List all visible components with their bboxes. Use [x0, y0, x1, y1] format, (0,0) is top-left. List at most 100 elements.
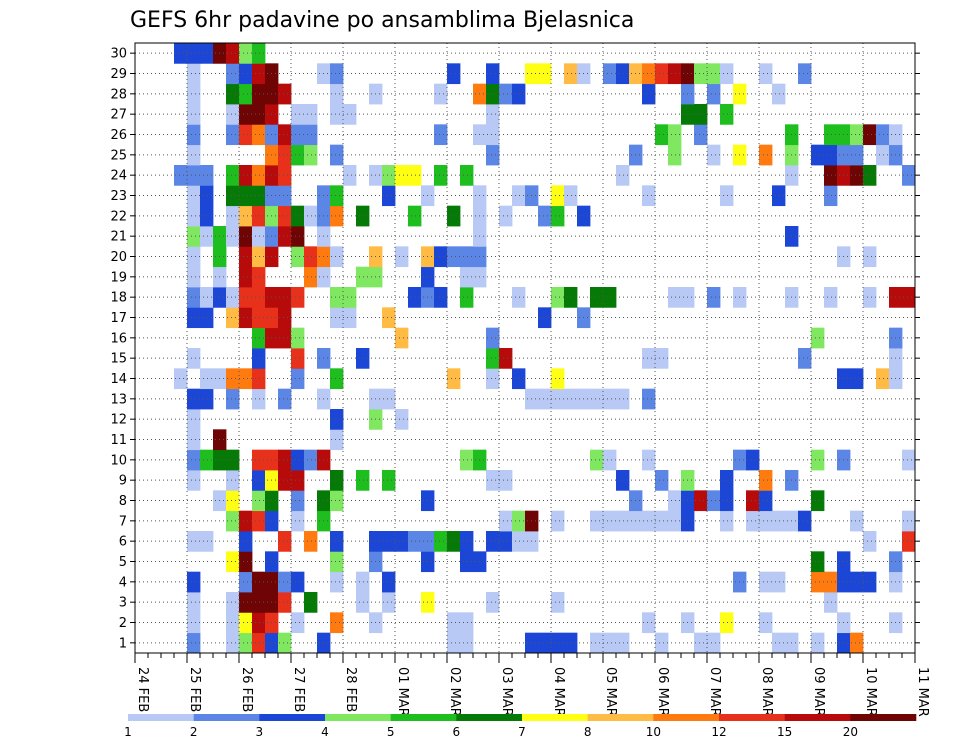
heatmap-cell [330, 612, 344, 634]
heatmap-cell [408, 165, 422, 186]
heatmap-cell [291, 368, 305, 390]
heatmap-cell [668, 490, 682, 512]
heatmap-cell [759, 490, 773, 512]
heatmap-cell [382, 185, 396, 207]
x-tick-label: 02 MAR [447, 667, 462, 717]
heatmap-cell [772, 83, 786, 105]
heatmap-cell [824, 165, 838, 186]
colorbar-label: 6 [453, 725, 461, 739]
heatmap-cell [382, 592, 396, 613]
heatmap-cell [226, 83, 240, 105]
heatmap-cell [590, 510, 604, 532]
heatmap-cell [447, 531, 461, 552]
heatmap-cell [187, 83, 201, 105]
heatmap-cell [460, 266, 474, 288]
heatmap-cell [226, 551, 240, 573]
heatmap-cell [447, 368, 461, 390]
heatmap-cell [239, 185, 253, 207]
heatmap-cell [291, 490, 305, 512]
heatmap-cell [226, 510, 240, 532]
heatmap-cell [590, 388, 604, 410]
heatmap-cell [616, 632, 630, 654]
heatmap-cell [291, 104, 305, 125]
heatmap-cell [278, 632, 292, 654]
heatmap-cell [668, 124, 682, 146]
heatmap-cell [252, 83, 266, 105]
heatmap-cell [512, 185, 526, 207]
heatmap-cell [382, 165, 396, 186]
heatmap-cell [252, 226, 266, 247]
heatmap-cell [252, 287, 266, 308]
colorbar-label: 8 [584, 725, 592, 739]
x-tick-label: 08 MAR [759, 667, 774, 717]
heatmap-cell [291, 246, 305, 268]
heatmap-cell [278, 226, 292, 247]
colorbar-segment [128, 714, 194, 721]
heatmap-cell [551, 287, 565, 308]
heatmap-cell [603, 287, 617, 308]
heatmap-cell [707, 287, 721, 308]
heatmap-cell [291, 510, 305, 532]
heatmap-cell [668, 510, 682, 532]
heatmap-cell [798, 63, 812, 85]
heatmap-cell [642, 612, 656, 634]
heatmap-cell [356, 470, 370, 491]
heatmap-cell [603, 388, 617, 410]
heatmap-cell [759, 470, 773, 491]
heatmap-cell [551, 510, 565, 532]
heatmap-cell [486, 327, 500, 349]
heatmap-cell [447, 63, 461, 85]
heatmap-cell [720, 185, 734, 207]
y-tick-label: 16 [110, 331, 127, 346]
heatmap-cell [239, 226, 253, 247]
heatmap-cell [564, 185, 578, 207]
y-tick-label: 10 [110, 453, 127, 468]
heatmap-cell [824, 592, 838, 613]
heatmap-cell [707, 83, 721, 105]
heatmap-cell [486, 592, 500, 613]
colorbar-label: 7 [518, 725, 526, 739]
heatmap-cell [239, 592, 253, 613]
heatmap-cell [824, 144, 838, 166]
heatmap-cell [239, 104, 253, 125]
heatmap-cell [304, 246, 318, 268]
heatmap-cell [902, 449, 916, 471]
heatmap-cell [187, 226, 201, 247]
heatmap-cell [226, 43, 240, 64]
y-tick-label: 11 [110, 433, 127, 448]
heatmap-cell [278, 124, 292, 146]
heatmap-cell [642, 83, 656, 105]
y-tick-label: 23 [110, 189, 127, 204]
heatmap-cell [538, 205, 552, 227]
heatmap-cell [200, 205, 214, 227]
heatmap-cell [499, 510, 513, 532]
heatmap-cell [460, 531, 474, 552]
heatmap-cell [811, 632, 825, 654]
dotted-grid [135, 43, 915, 653]
heatmap-cell [226, 104, 240, 125]
colorbar-label: 12 [711, 725, 726, 739]
y-tick-label: 20 [110, 250, 127, 265]
x-tick-label: 06 MAR [655, 667, 670, 717]
heatmap-cell [278, 165, 292, 186]
colorbar-segment [259, 714, 326, 721]
heatmap-cell [395, 409, 409, 430]
heatmap-cell [824, 287, 838, 308]
heatmap-cell [330, 429, 344, 451]
heatmap-cell [434, 165, 448, 186]
heatmap-cell [252, 571, 266, 593]
heatmap-cell [863, 571, 877, 593]
heatmap-cell [239, 205, 253, 227]
heatmap-cell [499, 348, 513, 369]
heatmap-cell [278, 571, 292, 593]
heatmap-cell [564, 388, 578, 410]
heatmap-cell [720, 510, 734, 532]
heatmap-cell [252, 205, 266, 227]
x-tick-label: 04 MAR [551, 667, 566, 717]
heatmap-cell [551, 592, 565, 613]
heatmap-cell [200, 368, 214, 390]
heatmap-cell [850, 510, 864, 532]
heatmap-cell [863, 531, 877, 552]
y-tick-label: 15 [110, 352, 127, 367]
heatmap-cell [486, 348, 500, 369]
